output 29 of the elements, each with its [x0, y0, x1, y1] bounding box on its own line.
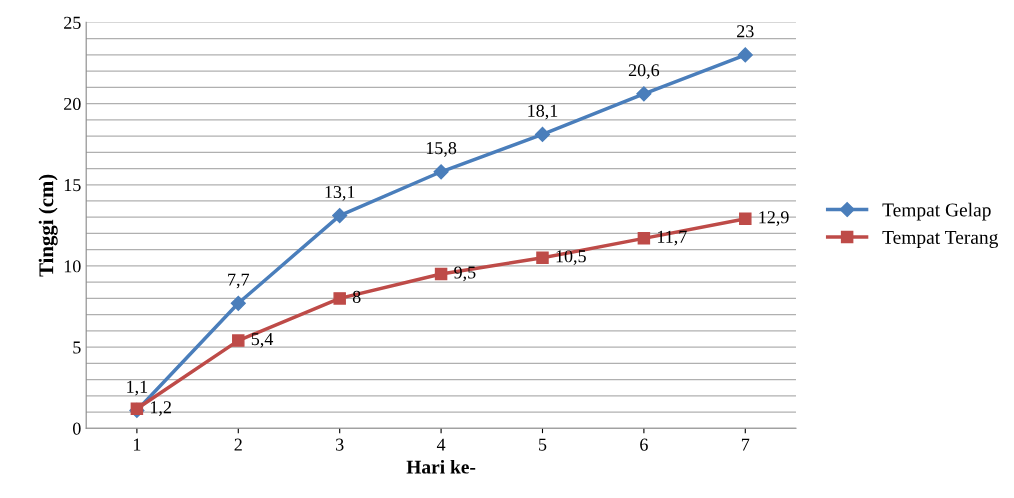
data-label: 11,7: [657, 230, 687, 246]
legend-label: Tempat Terang: [882, 231, 998, 248]
legend-label: Tempat Gelap: [882, 202, 991, 221]
y-tick-label: 20: [64, 97, 81, 111]
y-tick-label: 25: [64, 16, 81, 29]
y-tick-label: 5: [73, 341, 81, 354]
data-label: 15,8: [426, 142, 457, 157]
y-tick-label: 15: [64, 179, 81, 192]
x-tick-label: 6: [640, 438, 648, 451]
data-label: 20,6: [628, 64, 660, 79]
data-label: 13,1: [325, 185, 355, 201]
data-label: 10,5: [556, 250, 586, 265]
y-axis-title: Tinggi (cm): [38, 174, 58, 277]
data-label: 5,4: [251, 333, 274, 348]
x-tick-label: 5: [539, 438, 547, 451]
data-label: 12,9: [759, 211, 789, 226]
data-label: 23: [737, 25, 754, 38]
x-tick-label: 3: [336, 438, 344, 451]
x-tick-label: 4: [436, 438, 446, 451]
data-label: 18,1: [528, 104, 558, 120]
data-label: 1,2: [150, 401, 171, 416]
data-label: 7,7: [228, 273, 250, 289]
y-tick-label: 10: [64, 260, 81, 273]
y-tick-label: 0: [72, 422, 81, 435]
x-tick-label: 2: [234, 438, 242, 451]
x-axis-title: Hari ke-: [406, 459, 476, 474]
data-label: 1,1: [127, 380, 148, 396]
x-tick-label: 7: [741, 438, 750, 451]
x-tick-label: 1: [133, 438, 141, 451]
